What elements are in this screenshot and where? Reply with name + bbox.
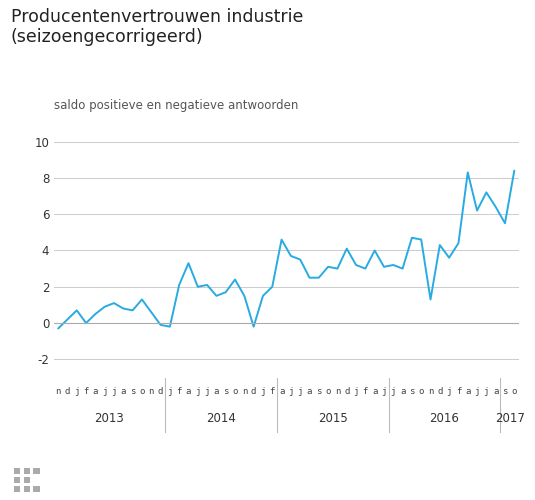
Text: 2013: 2013 bbox=[95, 412, 124, 425]
Text: j: j bbox=[260, 387, 266, 396]
Text: a: a bbox=[400, 387, 406, 396]
Text: n: n bbox=[242, 387, 247, 396]
Text: o: o bbox=[325, 387, 331, 396]
Text: Producentenvertrouwen industrie: Producentenvertrouwen industrie bbox=[11, 8, 303, 26]
Text: n: n bbox=[56, 387, 61, 396]
Text: f: f bbox=[456, 387, 461, 396]
Text: f: f bbox=[270, 387, 275, 396]
Text: o: o bbox=[511, 387, 517, 396]
FancyBboxPatch shape bbox=[14, 468, 20, 474]
Text: a: a bbox=[307, 387, 312, 396]
Text: a: a bbox=[120, 387, 126, 396]
Text: d: d bbox=[65, 387, 70, 396]
Text: j: j bbox=[204, 387, 210, 396]
Text: (seizoengecorrigeerd): (seizoengecorrigeerd) bbox=[11, 28, 203, 46]
Text: n: n bbox=[149, 387, 154, 396]
Text: j: j bbox=[297, 387, 303, 396]
Text: d: d bbox=[344, 387, 349, 396]
Text: o: o bbox=[418, 387, 424, 396]
Text: f: f bbox=[83, 387, 89, 396]
Text: s: s bbox=[409, 387, 415, 396]
Text: a: a bbox=[213, 387, 219, 396]
Text: d: d bbox=[437, 387, 442, 396]
FancyBboxPatch shape bbox=[24, 477, 30, 483]
FancyBboxPatch shape bbox=[14, 486, 20, 492]
Text: d: d bbox=[251, 387, 256, 396]
Text: j: j bbox=[167, 387, 173, 396]
Text: n: n bbox=[428, 387, 433, 396]
Text: a: a bbox=[465, 387, 470, 396]
Text: j: j bbox=[484, 387, 489, 396]
Text: j: j bbox=[74, 387, 80, 396]
Text: j: j bbox=[475, 387, 480, 396]
Text: s: s bbox=[223, 387, 228, 396]
Text: j: j bbox=[391, 387, 396, 396]
FancyBboxPatch shape bbox=[14, 477, 20, 483]
FancyBboxPatch shape bbox=[33, 486, 40, 492]
Text: 2016: 2016 bbox=[430, 412, 460, 425]
Text: o: o bbox=[232, 387, 238, 396]
Text: s: s bbox=[316, 387, 322, 396]
Text: j: j bbox=[381, 387, 387, 396]
Text: o: o bbox=[139, 387, 144, 396]
FancyBboxPatch shape bbox=[33, 468, 40, 474]
Text: a: a bbox=[186, 387, 191, 396]
Text: n: n bbox=[335, 387, 340, 396]
Text: f: f bbox=[177, 387, 182, 396]
Text: s: s bbox=[502, 387, 508, 396]
Text: a: a bbox=[493, 387, 499, 396]
Text: d: d bbox=[158, 387, 163, 396]
Text: a: a bbox=[93, 387, 98, 396]
FancyBboxPatch shape bbox=[24, 486, 30, 492]
Text: j: j bbox=[353, 387, 359, 396]
Text: 2017: 2017 bbox=[495, 412, 525, 425]
Text: j: j bbox=[446, 387, 452, 396]
Text: j: j bbox=[111, 387, 117, 396]
Text: saldo positieve en negatieve antwoorden: saldo positieve en negatieve antwoorden bbox=[54, 100, 298, 112]
FancyBboxPatch shape bbox=[24, 468, 30, 474]
Text: j: j bbox=[102, 387, 108, 396]
Text: 2014: 2014 bbox=[206, 412, 236, 425]
Text: a: a bbox=[372, 387, 377, 396]
Text: j: j bbox=[288, 387, 294, 396]
Text: 2015: 2015 bbox=[318, 412, 348, 425]
Text: j: j bbox=[195, 387, 201, 396]
Text: a: a bbox=[279, 387, 284, 396]
Text: s: s bbox=[130, 387, 135, 396]
Text: f: f bbox=[363, 387, 368, 396]
